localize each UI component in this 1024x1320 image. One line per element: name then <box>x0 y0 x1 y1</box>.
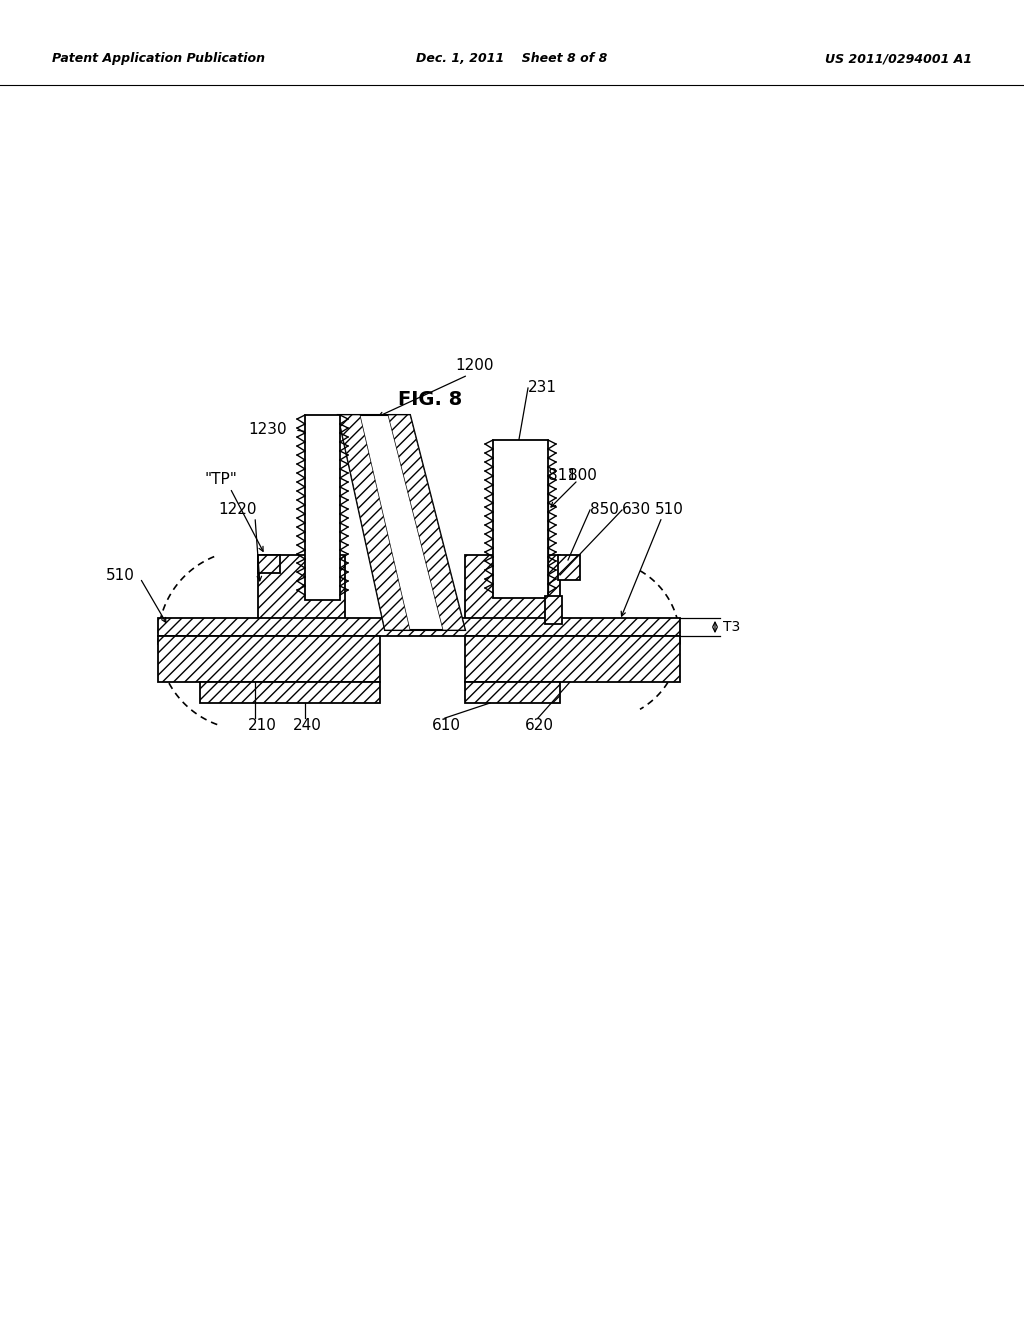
Text: 610: 610 <box>432 718 461 733</box>
Bar <box>258 554 280 573</box>
Text: 1230: 1230 <box>248 422 287 437</box>
Text: 1220: 1220 <box>218 503 256 517</box>
Bar <box>465 636 680 682</box>
Text: 811: 811 <box>548 467 577 483</box>
Bar <box>158 618 680 636</box>
Polygon shape <box>388 414 465 630</box>
Bar <box>465 682 560 704</box>
Text: 800: 800 <box>568 467 597 483</box>
Text: FIG. 8: FIG. 8 <box>398 389 462 409</box>
Bar <box>305 414 340 601</box>
Text: 850: 850 <box>590 503 618 517</box>
Bar <box>465 554 560 622</box>
Text: T3: T3 <box>723 620 740 634</box>
Text: "TP": "TP" <box>205 473 238 487</box>
Text: Dec. 1, 2011    Sheet 8 of 8: Dec. 1, 2011 Sheet 8 of 8 <box>417 51 607 65</box>
Text: 630: 630 <box>622 503 651 517</box>
Polygon shape <box>338 414 465 630</box>
Text: Patent Application Publication: Patent Application Publication <box>52 51 265 65</box>
Text: 510: 510 <box>106 568 135 582</box>
Text: 1200: 1200 <box>455 358 494 372</box>
Text: 210: 210 <box>248 718 276 733</box>
Bar <box>545 597 562 624</box>
Bar <box>558 554 580 579</box>
Polygon shape <box>338 414 410 630</box>
Text: 510: 510 <box>655 503 684 517</box>
Text: 231: 231 <box>528 380 557 396</box>
Bar <box>258 554 345 622</box>
Bar <box>493 440 548 598</box>
Bar <box>200 682 380 704</box>
Text: 240: 240 <box>293 718 322 733</box>
Text: US 2011/0294001 A1: US 2011/0294001 A1 <box>825 51 972 65</box>
Text: 620: 620 <box>525 718 554 733</box>
Bar <box>158 636 380 682</box>
